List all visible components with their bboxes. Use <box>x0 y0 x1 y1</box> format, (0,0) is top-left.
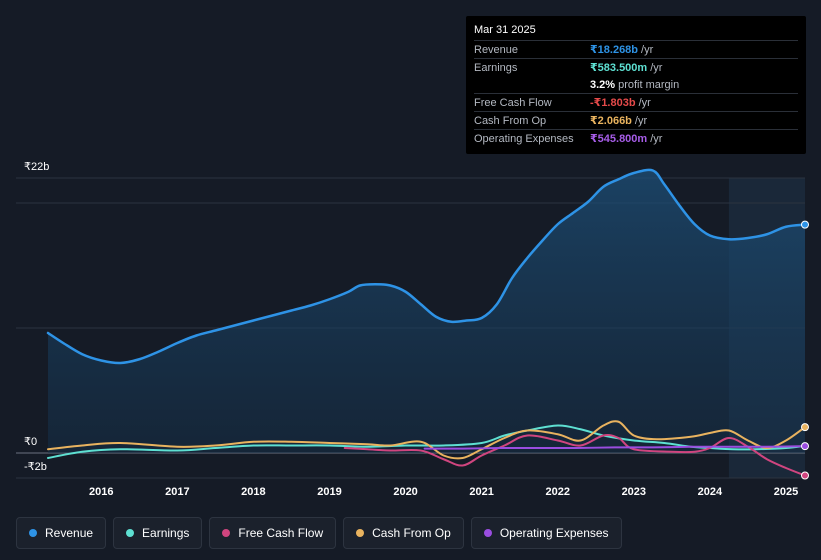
tooltip-suffix: /yr <box>638 96 651 109</box>
legend-dot-icon <box>29 529 37 537</box>
y-tick-label-top: ₹22b <box>24 161 49 173</box>
legend-dot-icon <box>356 529 365 537</box>
legend-dot-icon <box>126 529 135 537</box>
tooltip-label: Revenue <box>474 43 519 56</box>
x-tick-label: 2022 <box>545 486 569 498</box>
legend-label: Revenue <box>45 526 94 540</box>
operating-expenses-end-marker <box>801 442 809 451</box>
tooltip-row-profit-margin: 3.2% profit margin <box>474 76 798 93</box>
legend-item-earnings[interactable]: Earnings <box>113 517 203 549</box>
tooltip-row-free-cash-flow: Free Cash Flow -₹1.803b /yr <box>474 93 798 111</box>
tooltip-value: ₹2.066b <box>590 115 632 127</box>
revenue-area <box>48 169 805 454</box>
series-lines <box>46 168 807 477</box>
legend-label: Cash From Op <box>372 526 451 540</box>
legend-label: Earnings <box>142 526 190 540</box>
tooltip-suffix: /yr <box>641 43 654 56</box>
x-tick-label: 2019 <box>317 486 341 498</box>
x-tick-label: 2020 <box>393 486 417 498</box>
y-tick-label-bottom: -₹2b <box>24 461 47 473</box>
x-tick-label: 2025 <box>774 486 798 498</box>
tooltip-value: -₹1.803b <box>590 97 636 109</box>
y-tick-label-zero: ₹0 <box>24 436 37 448</box>
x-tick-label: 2021 <box>469 486 493 498</box>
y-axis: ₹22b ₹0 -₹2b <box>24 161 49 473</box>
legend-item-cash-from-op[interactable]: Cash From Op <box>343 517 464 549</box>
x-axis: 2016 2017 2018 2019 2020 2021 2022 2023 2024 2025 <box>89 486 798 498</box>
revenue-end-marker <box>801 220 809 229</box>
x-tick-label: 2016 <box>89 486 113 498</box>
tooltip-panel: Mar 31 2025 Revenue ₹18.268b /yr Earning… <box>466 16 806 154</box>
tooltip-value: 3.2% <box>590 78 616 91</box>
tooltip-row-operating-expenses: Operating Expenses ₹545.800m /yr <box>474 129 798 147</box>
cash-from-op-end-marker <box>801 423 809 432</box>
tooltip-value: ₹18.268b <box>590 44 639 56</box>
tooltip-suffix: /yr <box>634 114 648 127</box>
legend-item-free-cash-flow[interactable]: Free Cash Flow <box>209 517 337 549</box>
x-tick-label: 2017 <box>165 486 189 498</box>
cash-from-op-line <box>47 420 806 460</box>
tooltip-label: Free Cash Flow <box>474 96 552 109</box>
legend-item-revenue[interactable]: Revenue <box>16 517 107 549</box>
tooltip-suffix: /yr <box>650 132 663 145</box>
x-tick-label: 2018 <box>241 486 265 498</box>
tooltip-row-earnings: Earnings ₹583.500m /yr <box>474 58 798 76</box>
legend-item-operating-expenses[interactable]: Operating Expenses <box>470 517 622 549</box>
legend: Revenue Earnings Free Cash Flow Cash Fro… <box>16 517 622 549</box>
legend-label: Operating Expenses <box>499 526 609 540</box>
tooltip-suffix: /yr <box>650 61 663 74</box>
revenue-line <box>46 168 807 365</box>
legend-dot-icon <box>483 529 492 537</box>
tooltip-row-cash-from-op: Cash From Op ₹2.066b /yr <box>474 111 798 129</box>
tooltip-date: Mar 31 2025 <box>474 24 536 36</box>
tooltip-value: ₹583.500m <box>590 62 648 74</box>
operating-expenses-line <box>423 445 806 450</box>
revenue-area <box>48 169 805 454</box>
legend-dot-icon <box>222 529 231 537</box>
tooltip-label: Operating Expenses <box>474 132 574 145</box>
free-cash-flow-end-marker <box>801 471 809 480</box>
tooltip-row-revenue: Revenue ₹18.268b /yr <box>474 40 798 58</box>
free-cash-flow-line <box>343 434 806 477</box>
tooltip-suffix: profit margin <box>618 78 680 91</box>
x-tick-label: 2023 <box>622 486 646 498</box>
tooltip-label: Earnings <box>474 61 518 74</box>
tooltip-value: ₹545.800m <box>590 133 648 145</box>
legend-label: Free Cash Flow <box>238 526 324 540</box>
x-tick-label: 2024 <box>698 486 723 498</box>
tooltip-label: Cash From Op <box>474 114 547 127</box>
end-markers <box>801 220 809 480</box>
